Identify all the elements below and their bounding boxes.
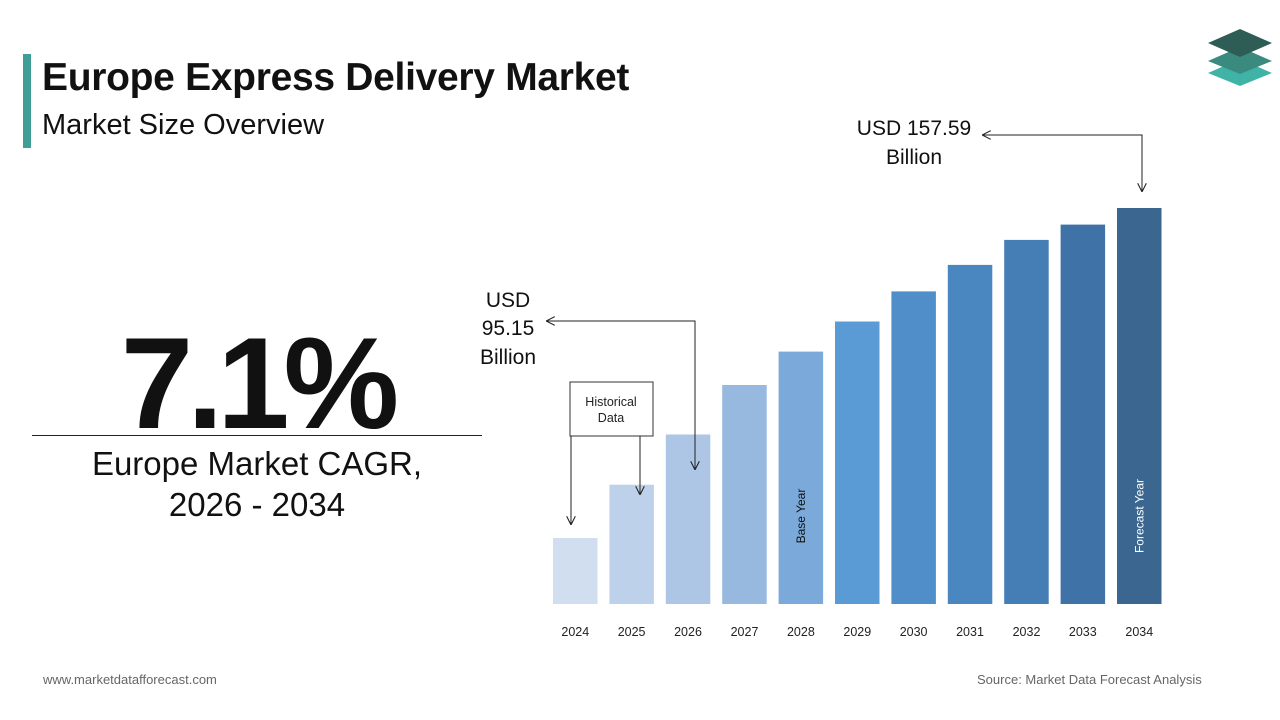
footer-source: Source: Market Data Forecast Analysis (977, 672, 1202, 687)
start-value-arrow (547, 321, 695, 469)
page-subtitle: Market Size Overview (42, 109, 325, 141)
bar-2032 (1004, 239, 1049, 604)
x-tick-label-2034: 2034 (1125, 625, 1153, 639)
end-value-callout: USD 157.59 Billion (857, 117, 971, 169)
x-tick-label-2027: 2027 (731, 625, 759, 639)
x-tick-label-2026: 2026 (674, 625, 702, 639)
x-axis-ticks: 2024 2025 2026 2027 2028 2029 2030 2031 2032 2033… (561, 625, 1153, 639)
cagr-label-line1: Europe Market CAGR, (91, 445, 423, 482)
bar-2026 (665, 434, 711, 604)
x-tick-label-2030: 2030 (900, 625, 928, 639)
cagr-label-line2: 2026 - 2034 (168, 486, 346, 523)
historical-data-box: Historical Data (569, 381, 654, 437)
footer-website: www.marketdatafforecast.com (43, 672, 217, 687)
bar-2027 (722, 385, 767, 604)
cagr-value: 7.1% (120, 310, 399, 456)
logo-layer-middle (1208, 47, 1272, 74)
stacked-layers-logo-icon (1208, 29, 1272, 86)
page-title: Europe Express Delivery Market (42, 56, 630, 99)
x-tick-label-2033: 2033 (1069, 625, 1097, 639)
bar-2031 (947, 264, 993, 604)
bar-2028 (778, 351, 824, 604)
x-tick-label-2028: 2028 (787, 625, 815, 639)
historical-label-line1: Historical (585, 395, 636, 409)
cagr-divider (32, 435, 482, 436)
bar-label-2028: Base Year (794, 489, 808, 544)
x-tick-label-2024: 2024 (561, 625, 589, 639)
end-callout-line2: Billion (886, 146, 942, 169)
start-callout-line1: USD (486, 289, 530, 312)
start-value-callout: USD 95.15 Billion (480, 289, 536, 369)
bars-layer: Base Year Forecast Year (553, 208, 1162, 604)
x-tick-label-2029: 2029 (843, 625, 871, 639)
bar-2024 (553, 538, 598, 604)
bar-2034 (1117, 208, 1162, 604)
bar-2025 (609, 484, 654, 604)
start-callout-line3: Billion (480, 346, 536, 369)
logo-layer-top (1208, 29, 1272, 57)
end-callout-line1: USD 157.59 (857, 117, 971, 140)
x-tick-label-2031: 2031 (956, 625, 984, 639)
historical-label-line2: Data (598, 411, 624, 425)
bar-2030 (891, 291, 936, 604)
x-tick-label-2032: 2032 (1013, 625, 1041, 639)
bar-2029 (835, 321, 880, 604)
title-accent-bar (23, 54, 31, 148)
cagr-label: Europe Market CAGR, 2026 - 2034 (32, 443, 482, 525)
x-tick-label-2025: 2025 (618, 625, 646, 639)
bar-2033 (1060, 224, 1106, 604)
end-value-arrow (983, 135, 1142, 191)
bar-label-2034: Forecast Year (1132, 479, 1146, 553)
start-callout-line2: 95.15 (482, 317, 535, 340)
